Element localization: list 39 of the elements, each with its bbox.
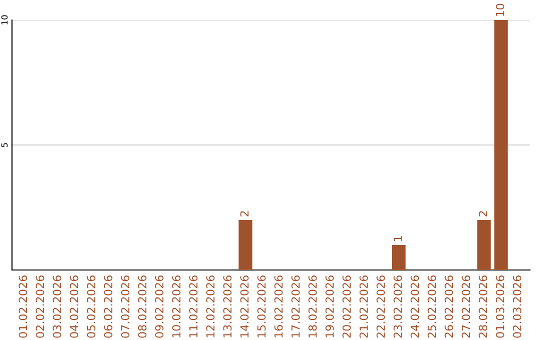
data-label: 2 xyxy=(478,211,488,216)
x-tick-label: 10.02.2026 xyxy=(172,276,181,338)
x-tick-label: 11.02.2026 xyxy=(189,276,198,338)
x-tick-label: 05.02.2026 xyxy=(86,276,96,338)
y-tick-label: 5 xyxy=(1,143,8,148)
data-label: 2 xyxy=(240,211,249,216)
x-tick-label: 02.02.2026 xyxy=(36,276,44,338)
x-tick-label: 21.02.2026 xyxy=(360,276,368,338)
x-tick-label: 18.02.2026 xyxy=(308,276,317,338)
data-label: 10 xyxy=(496,4,504,16)
x-tick-label: 03.02.2026 xyxy=(52,276,62,338)
x-tick-label: 04.02.2026 xyxy=(70,276,78,338)
bar xyxy=(494,20,508,270)
x-tick-label: 08.02.2026 xyxy=(138,276,146,338)
x-tick-label: 25.02.2026 xyxy=(428,276,436,338)
x-tick-label: 06.02.2026 xyxy=(104,276,112,338)
x-tick-label: 26.02.2026 xyxy=(444,276,454,338)
x-tick-label: 14.02.2026 xyxy=(240,276,249,338)
x-tick-label: 28.02.2026 xyxy=(478,276,488,338)
x-tick-label: 24.02.2026 xyxy=(410,276,420,338)
x-tick-label: 01.03.2026 xyxy=(496,276,504,338)
x-tick-label: 19.02.2026 xyxy=(325,276,334,338)
x-tick-label: 20.02.2026 xyxy=(342,276,351,338)
x-tick-label: 22.02.2026 xyxy=(376,276,385,338)
x-tick-label: 02.03.2026 xyxy=(512,276,522,338)
bar xyxy=(477,220,491,270)
bar xyxy=(392,245,406,270)
x-tick-label: 23.02.2026 xyxy=(394,276,402,338)
x-tick-label: 09.02.2026 xyxy=(155,276,164,338)
x-tick-label: 01.02.2026 xyxy=(18,276,28,338)
x-tick-label: 17.02.2026 xyxy=(291,276,300,338)
x-tick-label: 16.02.2026 xyxy=(274,276,283,338)
x-tick-label: 07.02.2026 xyxy=(120,276,130,338)
x-tick-label: 15.02.2026 xyxy=(257,276,266,338)
x-tick-label: 27.02.2026 xyxy=(462,276,470,338)
bar xyxy=(238,220,252,270)
data-label: 1 xyxy=(394,236,402,241)
x-tick-label: 13.02.2026 xyxy=(223,276,232,338)
x-tick-label: 12.02.2026 xyxy=(206,276,215,338)
